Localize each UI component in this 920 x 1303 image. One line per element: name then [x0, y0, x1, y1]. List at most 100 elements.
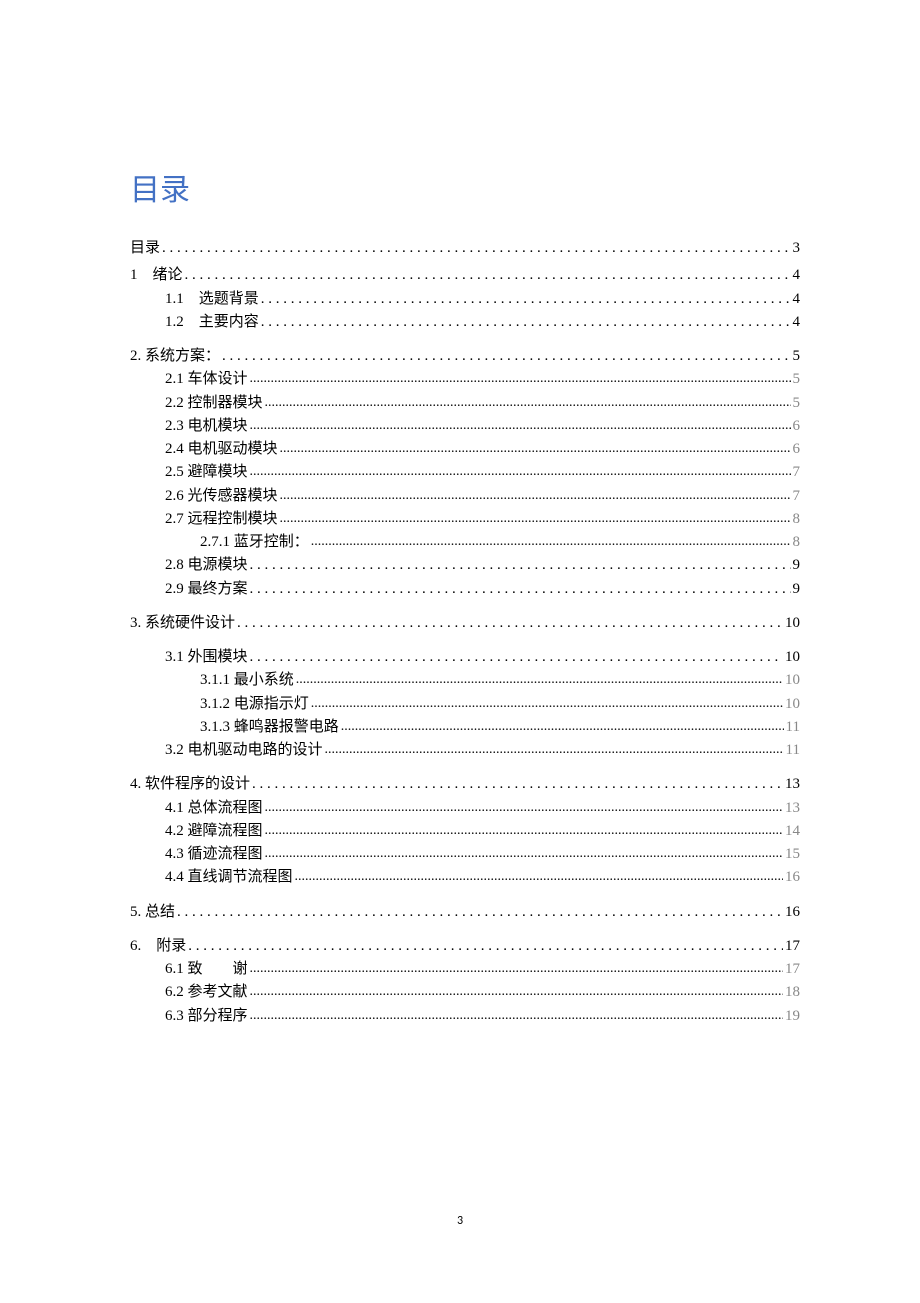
toc-entry-label: 4.4 直线调节流程图	[165, 866, 293, 889]
toc-entry-label: 2.2 控制器模块	[165, 392, 263, 415]
toc-entry-page: 15	[785, 843, 800, 866]
toc-leader	[261, 288, 791, 303]
toc-entry[interactable]: 1.1 选题背景4	[130, 288, 800, 311]
toc-leader	[250, 1005, 783, 1020]
toc-leader	[261, 311, 791, 326]
toc-entry[interactable]: 4.2 避障流程图14	[130, 820, 800, 843]
toc-entry-page: 4	[793, 264, 801, 287]
toc-leader	[280, 508, 791, 523]
toc-entry[interactable]: 6. 附录 17	[130, 935, 800, 958]
toc-entry[interactable]: 5. 总结16	[130, 901, 800, 924]
toc-entry[interactable]: 2.7.1 蓝牙控制： 8	[130, 531, 800, 554]
toc-entry-label: 4.1 总体流程图	[165, 797, 263, 820]
toc-entry-page: 16	[785, 866, 800, 889]
toc-entry[interactable]: 3.2 电机驱动电路的设计 11	[130, 739, 800, 762]
toc-leader	[222, 345, 790, 360]
toc-entry-page: 10	[785, 612, 800, 635]
toc-body: 目录31 绪论41.1 选题背景41.2 主要内容42. 系统方案：52.1 车…	[130, 237, 800, 1028]
toc-leader	[250, 368, 791, 383]
toc-entry-label: 3.1.2 电源指示灯	[200, 693, 309, 716]
toc-leader	[265, 392, 791, 407]
toc-entry-label: 5. 总结	[130, 901, 175, 924]
toc-entry[interactable]: 2.6 光传感器模块7	[130, 485, 800, 508]
toc-leader	[265, 843, 783, 858]
toc-leader	[311, 693, 783, 708]
toc-entry[interactable]: 2.2 控制器模块 5	[130, 392, 800, 415]
toc-entry-page: 3	[793, 237, 801, 260]
toc-entry-page: 17	[785, 935, 800, 958]
toc-entry[interactable]: 2.1 车体设计 5	[130, 368, 800, 391]
toc-leader	[250, 554, 791, 569]
toc-entry-label: 6. 附录	[130, 935, 186, 958]
toc-entry-label: 3.2 电机驱动电路的设计	[165, 739, 323, 762]
toc-entry-label: 2.3 电机模块	[165, 415, 248, 438]
toc-leader	[252, 773, 783, 788]
toc-leader	[265, 797, 783, 812]
toc-entry-page: 9	[793, 554, 801, 577]
toc-entry-page: 7	[793, 461, 801, 484]
toc-entry[interactable]: 2.9 最终方案 9	[130, 578, 800, 601]
toc-entry[interactable]: 6.3 部分程序 19	[130, 1005, 800, 1028]
toc-leader	[341, 716, 784, 731]
toc-entry[interactable]: 2.7 远程控制模块8	[130, 508, 800, 531]
toc-entry-page: 11	[786, 716, 800, 739]
toc-entry[interactable]: 2. 系统方案：5	[130, 345, 800, 368]
toc-entry-page: 19	[785, 1005, 800, 1028]
toc-entry-label: 6.1 致 谢	[165, 958, 248, 981]
toc-entry[interactable]: 1.2 主要内容4	[130, 311, 800, 334]
toc-leader	[325, 739, 784, 754]
toc-leader	[250, 578, 791, 593]
toc-entry[interactable]: 4.3 循迹流程图 15	[130, 843, 800, 866]
toc-entry-label: 6.3 部分程序	[165, 1005, 248, 1028]
toc-entry-label: 2.7.1 蓝牙控制：	[200, 531, 309, 554]
toc-entry-page: 10	[785, 669, 800, 692]
toc-entry-page: 5	[793, 392, 801, 415]
toc-leader	[250, 646, 783, 661]
toc-leader	[188, 935, 783, 950]
toc-entry-page: 7	[793, 485, 801, 508]
toc-entry[interactable]: 3.1.3 蜂鸣器报警电路11	[130, 716, 800, 739]
toc-leader	[237, 612, 783, 627]
toc-entry[interactable]: 2.8 电源模块 9	[130, 554, 800, 577]
toc-entry-label: 1.2 主要内容	[165, 311, 259, 334]
toc-leader	[296, 669, 783, 684]
toc-leader	[280, 438, 791, 453]
toc-entry-label: 2.1 车体设计	[165, 368, 248, 391]
toc-entry[interactable]: 6.2 参考文献 18	[130, 981, 800, 1004]
toc-entry-page: 18	[785, 981, 800, 1004]
toc-leader	[311, 531, 791, 546]
toc-entry-page: 10	[785, 693, 800, 716]
toc-leader	[177, 901, 783, 916]
toc-entry[interactable]: 1 绪论4	[130, 264, 800, 287]
toc-entry[interactable]: 3.1 外围模块 10	[130, 646, 800, 669]
toc-entry-page: 8	[793, 531, 801, 554]
toc-entry-label: 2.5 避障模块	[165, 461, 248, 484]
page-footer: 3	[0, 1214, 920, 1228]
toc-entry-page: 5	[793, 368, 801, 391]
toc-title: 目录	[130, 165, 800, 209]
toc-entry-label: 目录	[130, 237, 160, 260]
toc-entry-label: 2.7 远程控制模块	[165, 508, 278, 531]
toc-entry-label: 2.8 电源模块	[165, 554, 248, 577]
toc-entry-page: 4	[793, 288, 801, 311]
toc-entry[interactable]: 6.1 致 谢17	[130, 958, 800, 981]
toc-entry[interactable]: 3. 系统硬件设计10	[130, 612, 800, 635]
toc-entry-label: 6.2 参考文献	[165, 981, 248, 1004]
toc-entry[interactable]: 3.1.2 电源指示灯 10	[130, 693, 800, 716]
toc-entry[interactable]: 4. 软件程序的设计13	[130, 773, 800, 796]
toc-entry-page: 11	[786, 739, 800, 762]
toc-entry[interactable]: 3.1.1 最小系统10	[130, 669, 800, 692]
toc-entry-label: 4.3 循迹流程图	[165, 843, 263, 866]
toc-entry[interactable]: 2.3 电机模块 6	[130, 415, 800, 438]
toc-entry-page: 10	[785, 646, 800, 669]
toc-entry-page: 9	[793, 578, 801, 601]
toc-entry-label: 2.9 最终方案	[165, 578, 248, 601]
toc-entry[interactable]: 2.5 避障模块 7	[130, 461, 800, 484]
toc-entry-page: 6	[793, 415, 801, 438]
toc-entry-label: 3.1 外围模块	[165, 646, 248, 669]
toc-leader	[250, 415, 791, 430]
toc-entry[interactable]: 目录 3	[130, 237, 800, 260]
toc-entry[interactable]: 4.4 直线调节流程图 16	[130, 866, 800, 889]
toc-entry[interactable]: 2.4 电机驱动模块6	[130, 438, 800, 461]
toc-entry[interactable]: 4.1 总体流程图13	[130, 797, 800, 820]
